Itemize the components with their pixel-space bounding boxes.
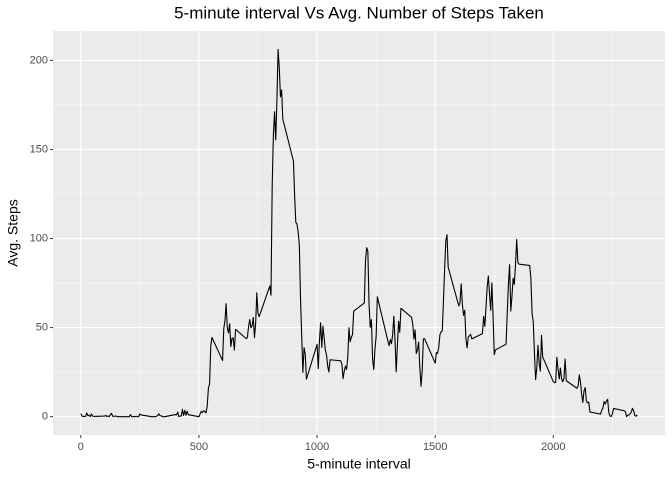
grid: [53, 31, 665, 435]
marks: [80, 48, 638, 418]
y-tick-label: 0: [42, 411, 48, 423]
x-tick-label: 1500: [423, 441, 447, 453]
x-axis-title: 5-minute interval: [307, 456, 411, 472]
y-tick-label: 50: [36, 321, 48, 333]
x-tick-label: 2000: [541, 441, 565, 453]
y-tick-label: 200: [30, 54, 48, 66]
data-line: [80, 48, 638, 418]
ticks: 0 500 1000 1500 2000 0 50 100 150 200: [30, 54, 566, 453]
x-tick-label: 500: [190, 441, 208, 453]
panel-background: [53, 31, 665, 435]
y-tick-label: 150: [30, 143, 48, 155]
y-tick-label: 100: [30, 232, 48, 244]
y-axis-title: Avg. Steps: [5, 199, 21, 266]
x-tick-label: 1000: [305, 441, 329, 453]
x-tick-label: 0: [78, 441, 84, 453]
chart-title: 5-minute interval Vs Avg. Number of Step…: [174, 3, 544, 22]
